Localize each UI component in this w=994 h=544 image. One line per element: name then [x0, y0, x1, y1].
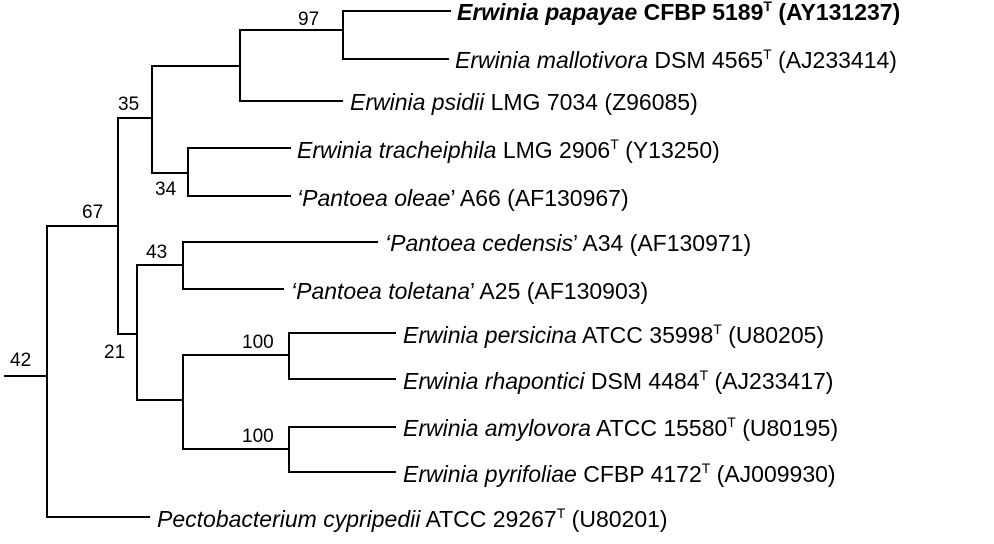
taxon-label-persicina: Erwinia persicina ATCC 35998T (U80205) — [403, 321, 824, 348]
taxon-label-cypripedii: Pectobacterium cypripedii ATCC 29267T (U… — [157, 505, 668, 532]
taxon-label-psidii: Erwinia psidii LMG 7034 (Z96085) — [350, 89, 698, 115]
type-strain-marker: T — [610, 136, 619, 152]
taxon-label-rhapontici: Erwinia rhapontici DSM 4484T (AJ233417) — [403, 367, 833, 394]
type-strain-marker: T — [727, 414, 736, 430]
taxon-name: Erwinia persicina — [403, 322, 577, 348]
bootstrap-ingroup: 67 — [82, 202, 103, 223]
taxon-name: Pectobacterium cypripedii — [157, 506, 421, 532]
taxon-name: ‘Pantoea cedensis — [385, 230, 573, 256]
taxon-label-mallotivora: Erwinia mallotivora DSM 4565T (AJ233414) — [455, 46, 897, 73]
taxon-label-tracheiphila: Erwinia tracheiphila LMG 2906T (Y13250) — [297, 136, 720, 163]
type-strain-marker: T — [763, 46, 772, 62]
type-strain-marker: T — [702, 460, 711, 476]
taxon-name: Erwinia pyrifoliae — [403, 461, 577, 487]
taxon-label-amylovora: Erwinia amylovora ATCC 15580T (U80195) — [403, 414, 838, 441]
taxon-name: Erwinia mallotivora — [455, 47, 648, 73]
bootstrap-cedensis-toletana: 43 — [146, 242, 167, 263]
type-strain-marker: T — [700, 367, 709, 383]
taxon-name: ‘Pantoea oleae — [297, 185, 450, 211]
taxon-label-cedensis: ‘Pantoea cedensis’ A34 (AF130971) — [385, 230, 751, 256]
taxon-name: Erwinia psidii — [350, 89, 485, 115]
bootstrap-amylovora-pyrifoliae: 100 — [242, 426, 274, 447]
type-strain-marker: T — [713, 321, 722, 337]
bootstrap-persicina-rhapontici: 100 — [242, 332, 274, 353]
taxon-label-papayae: Erwinia papayae CFBP 5189T (AY131237) — [457, 0, 900, 25]
bootstrap-upper-clade: 35 — [118, 94, 139, 115]
taxon-label-toletana: ‘Pantoea toletana’ A25 (AF130903) — [291, 278, 648, 304]
taxon-name: ‘Pantoea toletana — [291, 278, 470, 304]
type-strain-marker: T — [557, 505, 566, 521]
bootstrap-papayae-mallotivora: 97 — [298, 9, 319, 30]
bootstrap-root: 42 — [10, 350, 31, 371]
taxon-name: Erwinia papayae — [457, 0, 637, 25]
tree-branches — [4, 10, 451, 518]
taxon-labels: Erwinia papayae CFBP 5189T (AY131237)Erw… — [157, 0, 900, 532]
taxon-name: Erwinia tracheiphila — [297, 137, 496, 163]
taxon-label-oleae: ‘Pantoea oleae’ A66 (AF130967) — [297, 185, 629, 211]
taxon-name: Erwinia rhapontici — [403, 368, 585, 394]
taxon-label-pyrifoliae: Erwinia pyrifoliae CFBP 4172T (AJ009930) — [403, 460, 836, 487]
taxon-name: Erwinia amylovora — [403, 415, 591, 441]
bootstrap-labels: 97 35 34 67 43 21 100 100 42 — [10, 9, 319, 447]
bootstrap-lower-clade: 21 — [104, 342, 125, 363]
bootstrap-tracheiphila-oleae: 34 — [155, 179, 177, 200]
type-strain-marker: T — [763, 0, 772, 14]
